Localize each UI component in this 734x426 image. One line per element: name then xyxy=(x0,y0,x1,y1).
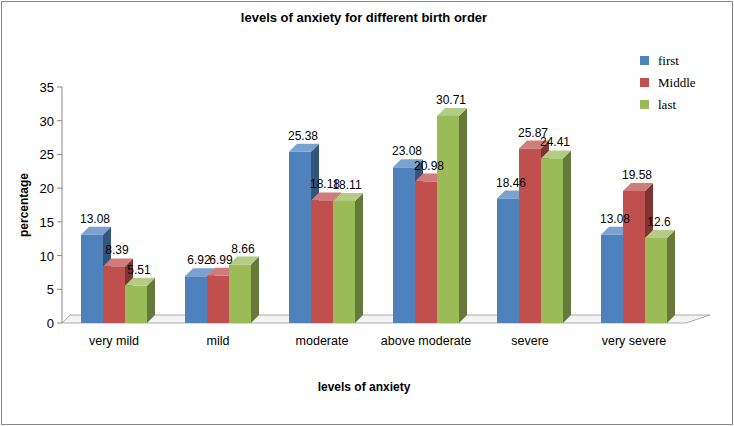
bar xyxy=(311,200,333,323)
y-tick xyxy=(57,221,62,222)
bar-top xyxy=(229,257,259,265)
y-tick xyxy=(57,87,62,88)
y-tick-label: 20 xyxy=(40,181,54,196)
y-tick xyxy=(57,154,62,155)
bars xyxy=(81,108,675,323)
y-tick xyxy=(57,323,62,324)
x-tick-label: very mild xyxy=(89,334,139,348)
y-tick-label: 35 xyxy=(40,80,54,95)
bar xyxy=(541,158,563,323)
data-label: 6.92 xyxy=(187,253,211,267)
data-label: 13.08 xyxy=(80,212,110,226)
legend-label: Middle xyxy=(658,75,696,90)
legend-label: last xyxy=(658,97,676,112)
y-tick-label: 25 xyxy=(40,147,54,162)
chart-border xyxy=(2,2,733,425)
legend-swatch xyxy=(640,100,649,109)
legend-swatch xyxy=(640,56,649,65)
bar xyxy=(393,167,415,323)
x-tick-label: mild xyxy=(207,334,230,348)
data-label: 8.66 xyxy=(231,242,255,256)
bar-side xyxy=(459,108,467,323)
data-label: 5.51 xyxy=(127,263,151,277)
data-label: 6.99 xyxy=(209,253,233,267)
chart: levels of anxiety for different birth or… xyxy=(0,0,734,426)
x-tick-label: severe xyxy=(511,334,549,348)
y-tick xyxy=(57,255,62,256)
y-tick-label: 0 xyxy=(47,316,54,331)
bar-side xyxy=(667,230,675,323)
legend-label: first xyxy=(658,53,679,68)
data-label: 12.6 xyxy=(647,215,671,229)
legend-swatch xyxy=(640,78,649,87)
y-tick-label: 5 xyxy=(47,282,54,297)
bar xyxy=(185,276,207,323)
bar xyxy=(601,235,623,323)
bar xyxy=(81,235,103,323)
bar-top xyxy=(81,227,111,235)
y-tick xyxy=(57,120,62,121)
x-tick-label: moderate xyxy=(296,334,349,348)
bar xyxy=(103,266,125,323)
labels: 13.088.395.516.926.998.6625.3818.1818.11… xyxy=(80,93,671,277)
bar xyxy=(497,199,519,323)
x-tick-label: very severe xyxy=(602,334,667,348)
bar-top xyxy=(437,108,467,116)
bar-top xyxy=(289,144,319,152)
title: levels of anxiety for different birth or… xyxy=(241,10,487,25)
bar-top xyxy=(541,150,571,158)
y-tick-label: 10 xyxy=(40,249,54,264)
bar-side xyxy=(355,193,363,323)
bar xyxy=(645,238,667,323)
bar-side xyxy=(563,150,571,323)
data-label: 23.08 xyxy=(392,144,422,158)
bar-top xyxy=(645,230,675,238)
bar xyxy=(125,286,147,323)
data-label: 19.58 xyxy=(622,168,652,182)
bar-top xyxy=(125,278,155,286)
y-tick-label: 15 xyxy=(40,215,54,230)
bar-side xyxy=(251,257,259,323)
bar xyxy=(623,191,645,323)
y-tick xyxy=(57,289,62,290)
data-label: 30.71 xyxy=(436,93,466,107)
bar xyxy=(333,201,355,323)
bar-top xyxy=(623,183,653,191)
data-label: 24.41 xyxy=(540,135,570,149)
y-axis xyxy=(62,87,63,323)
bar-top xyxy=(333,193,363,201)
bar xyxy=(207,276,229,323)
bar xyxy=(437,116,459,323)
data-label: 8.39 xyxy=(105,243,129,257)
y-tick-label: 30 xyxy=(40,114,54,129)
x-tick-label: above moderate xyxy=(381,334,471,348)
data-label: 18.46 xyxy=(496,176,526,190)
data-label: 20.98 xyxy=(414,159,444,173)
data-label: 25.38 xyxy=(288,129,318,143)
data-label: 18.11 xyxy=(332,178,361,192)
y-axis-label: percentage xyxy=(17,173,31,237)
x-axis-label: levels of anxiety xyxy=(318,380,411,394)
bar xyxy=(415,182,437,323)
data-label: 13.08 xyxy=(600,212,630,226)
y-tick xyxy=(57,188,62,189)
bar xyxy=(289,152,311,323)
bar xyxy=(229,265,251,323)
